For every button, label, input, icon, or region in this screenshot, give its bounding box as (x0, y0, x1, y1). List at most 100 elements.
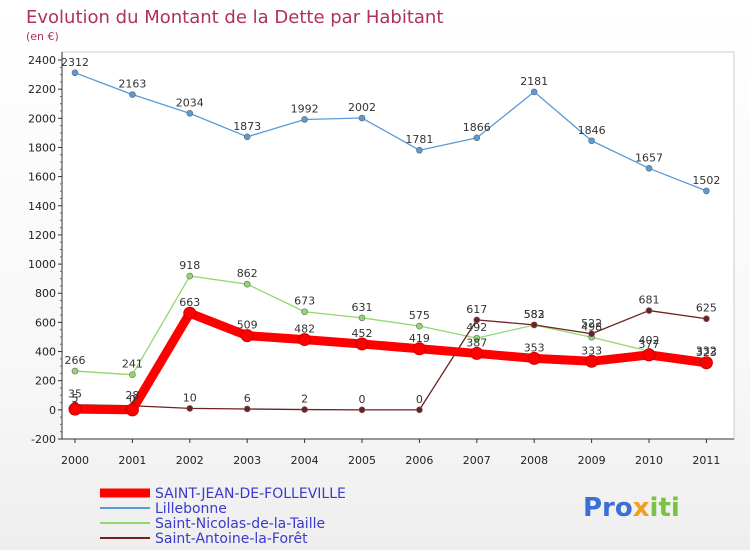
data-point (703, 315, 710, 323)
data-point (243, 133, 251, 141)
data-point (530, 321, 538, 329)
x-tick-label: 2009 (578, 454, 606, 467)
data-label: 2312 (61, 56, 89, 69)
data-point (243, 280, 251, 288)
y-tick-label: 800 (35, 287, 56, 300)
y-tick-label: 1200 (28, 229, 56, 242)
data-point (473, 134, 481, 142)
data-point (301, 406, 308, 413)
data-point (645, 307, 653, 314)
data-label: 582 (524, 308, 545, 321)
data-point (71, 367, 79, 375)
data-label: 575 (409, 309, 430, 322)
y-tick-label: 400 (35, 346, 56, 359)
data-label: 2002 (348, 101, 376, 114)
data-label: 509 (237, 319, 258, 332)
x-tick-label: 2002 (176, 454, 204, 467)
data-label: 1846 (578, 124, 606, 137)
data-point (588, 330, 595, 338)
data-point (186, 272, 194, 280)
data-point (416, 406, 423, 414)
data-point (416, 146, 423, 154)
data-label: 1781 (405, 133, 433, 146)
data-point (186, 405, 194, 412)
data-point (129, 371, 136, 379)
data-label: 2163 (118, 78, 146, 91)
data-point (645, 165, 653, 172)
data-label: 332 (696, 344, 717, 357)
data-point (129, 91, 136, 98)
data-label: 681 (639, 294, 660, 307)
logo-text: Proxiti (583, 493, 680, 523)
legend-label: Saint-Antoine-la-Forêt (155, 531, 308, 547)
data-point (642, 348, 656, 362)
x-tick-label: 2000 (61, 454, 89, 467)
x-tick-label: 2006 (405, 454, 433, 467)
x-tick-label: 2011 (692, 454, 720, 467)
data-label: 1992 (291, 102, 319, 115)
data-point (68, 402, 82, 416)
data-label: 2 (301, 393, 308, 406)
x-tick-label: 2001 (118, 454, 146, 467)
x-tick-label: 2008 (520, 454, 548, 467)
data-label: 617 (466, 303, 487, 316)
series-layer (68, 69, 713, 417)
data-label: 625 (696, 302, 717, 315)
data-point (530, 88, 538, 96)
data-label: 323 (696, 346, 717, 359)
y-tick-label: -200 (31, 433, 56, 446)
axes: -200020040060080010001200140016001800200… (28, 51, 735, 467)
data-label: 482 (294, 323, 315, 336)
data-point (588, 137, 595, 145)
data-label: 1657 (635, 151, 663, 164)
data-label: 35 (68, 388, 82, 401)
data-label: 452 (352, 327, 373, 340)
data-point (585, 354, 599, 368)
data-label: 0 (359, 393, 366, 406)
data-label: 241 (122, 358, 143, 371)
legend: SAINT-JEAN-DE-FOLLEVILLELillebonneSaint-… (100, 486, 346, 547)
chart-title: Evolution du Montant de la Dette par Hab… (26, 7, 443, 28)
y-tick-label: 1000 (28, 258, 56, 271)
data-label: 673 (294, 295, 315, 308)
data-point (473, 316, 481, 324)
data-point (527, 351, 541, 365)
data-label: 1866 (463, 121, 491, 134)
data-point (473, 334, 481, 342)
data-label: 333 (581, 344, 602, 357)
data-label: 377 (639, 338, 660, 351)
data-label: 10 (183, 391, 197, 404)
x-tick-label: 2007 (463, 454, 491, 467)
data-label: 402 (639, 334, 660, 347)
y-tick-label: 200 (35, 375, 56, 388)
data-label: 387 (466, 336, 487, 349)
legend-label: Saint-Nicolas-de-la-Taille (155, 516, 325, 532)
x-tick-label: 2004 (291, 454, 319, 467)
chart-subtitle: (en €) (26, 30, 59, 43)
data-point (358, 406, 366, 414)
y-tick-label: 2400 (28, 54, 56, 67)
plot-area (61, 51, 735, 440)
data-label: 266 (65, 354, 86, 367)
data-label: 2181 (520, 75, 548, 88)
data-labels: 5 0 663 509 482 452 419 387 353 333 377 323 2312 2163… (61, 56, 720, 406)
data-label: 862 (237, 267, 258, 280)
data-point (301, 116, 308, 123)
data-point (699, 356, 713, 370)
data-label: 522 (581, 317, 602, 330)
data-point (358, 114, 366, 122)
series-line (74, 308, 708, 415)
x-tick-label: 2010 (635, 454, 663, 467)
data-point (298, 333, 312, 347)
data-point (183, 306, 197, 320)
data-point (358, 314, 366, 322)
series-line (74, 309, 707, 411)
data-label: 6 (244, 392, 251, 405)
data-label: 663 (179, 296, 200, 309)
data-label: 0 (129, 393, 136, 406)
y-tick-label: 1800 (28, 141, 56, 154)
data-label: 419 (409, 332, 430, 345)
data-label: 1502 (692, 174, 720, 187)
y-tick-label: 1600 (28, 171, 56, 184)
series-line (74, 72, 707, 192)
